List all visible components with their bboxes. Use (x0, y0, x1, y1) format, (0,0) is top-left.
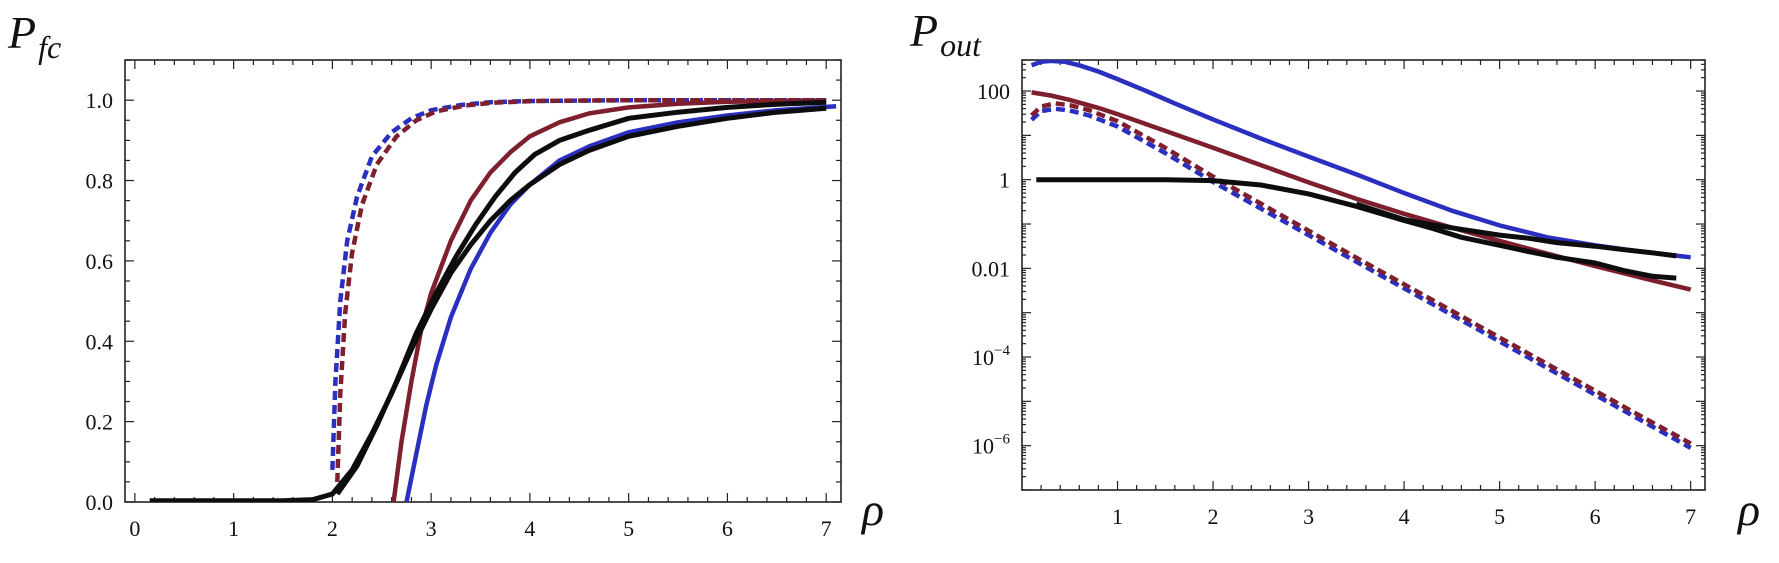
y-tick-label: 10−4 (972, 343, 1010, 370)
y-tick-label: 0.4 (86, 329, 114, 354)
left-panel: Pfc ρ 0 1 2 3 4 5 6 7 0.0 0.2 0.4 0.6 0.8 1.0 (7, 7, 884, 541)
x-tick-label: 5 (1494, 504, 1505, 529)
series-black-sim-2 (335, 99, 827, 496)
x-tick-label: 4 (524, 516, 535, 541)
y-tick-label: 0.6 (86, 249, 114, 274)
right-plot-lines (1030, 60, 1692, 450)
right-axis-ticks: 1 2 3 4 5 6 7 10−6 10−4 0.01 1 100 (972, 59, 1705, 529)
y-tick-label: 1.0 (86, 88, 114, 113)
series-blue-solid (1030, 60, 1691, 260)
y-tick-label: 0.0 (86, 490, 114, 515)
series-blue-dashed (1030, 106, 1692, 450)
y-tick-label: 0.2 (86, 410, 114, 435)
x-tick-label: 6 (722, 516, 733, 541)
x-tick-label: 3 (1303, 504, 1314, 529)
x-tick-label: 3 (426, 516, 437, 541)
x-tick-label: 2 (327, 516, 338, 541)
left-plot-lines (149, 97, 837, 502)
series-red-solid (391, 98, 827, 502)
series-blue-solid (404, 103, 837, 502)
right-x-axis-title: ρ (1736, 484, 1760, 535)
x-tick-label: 2 (1208, 504, 1219, 529)
y-tick-label: 100 (977, 79, 1010, 104)
x-tick-label: 1 (228, 516, 239, 541)
y-tick-label: 10−6 (972, 432, 1010, 459)
x-tick-label: 1 (1112, 504, 1123, 529)
right-panel: Pout ρ 1 2 3 4 5 6 7 10−6 10−4 0.01 1 100 (909, 5, 1760, 535)
series-black-sim-1 (149, 105, 827, 502)
x-tick-label: 6 (1590, 504, 1601, 529)
x-tick-label: 7 (821, 516, 832, 541)
x-tick-label: 4 (1399, 504, 1410, 529)
left-axis-ticks: 0 1 2 3 4 5 6 7 0.0 0.2 0.4 0.6 0.8 1.0 (86, 59, 841, 541)
left-x-axis-title: ρ (860, 484, 884, 535)
series-red-dashed (1030, 101, 1692, 446)
x-tick-label: 7 (1685, 504, 1696, 529)
left-plot-frame (124, 59, 842, 503)
x-tick-label: 0 (129, 516, 140, 541)
x-tick-label: 5 (623, 516, 634, 541)
series-blue-dashed (330, 97, 827, 470)
right-y-axis-title: Pout (909, 5, 982, 63)
y-tick-label: 0.8 (86, 169, 114, 194)
y-tick-label: 0.01 (972, 256, 1011, 281)
series-black-sim-2 (1355, 201, 1677, 259)
left-y-axis-title: Pfc (7, 7, 61, 65)
y-tick-label: 1 (999, 168, 1010, 193)
series-red-dashed (335, 97, 827, 482)
